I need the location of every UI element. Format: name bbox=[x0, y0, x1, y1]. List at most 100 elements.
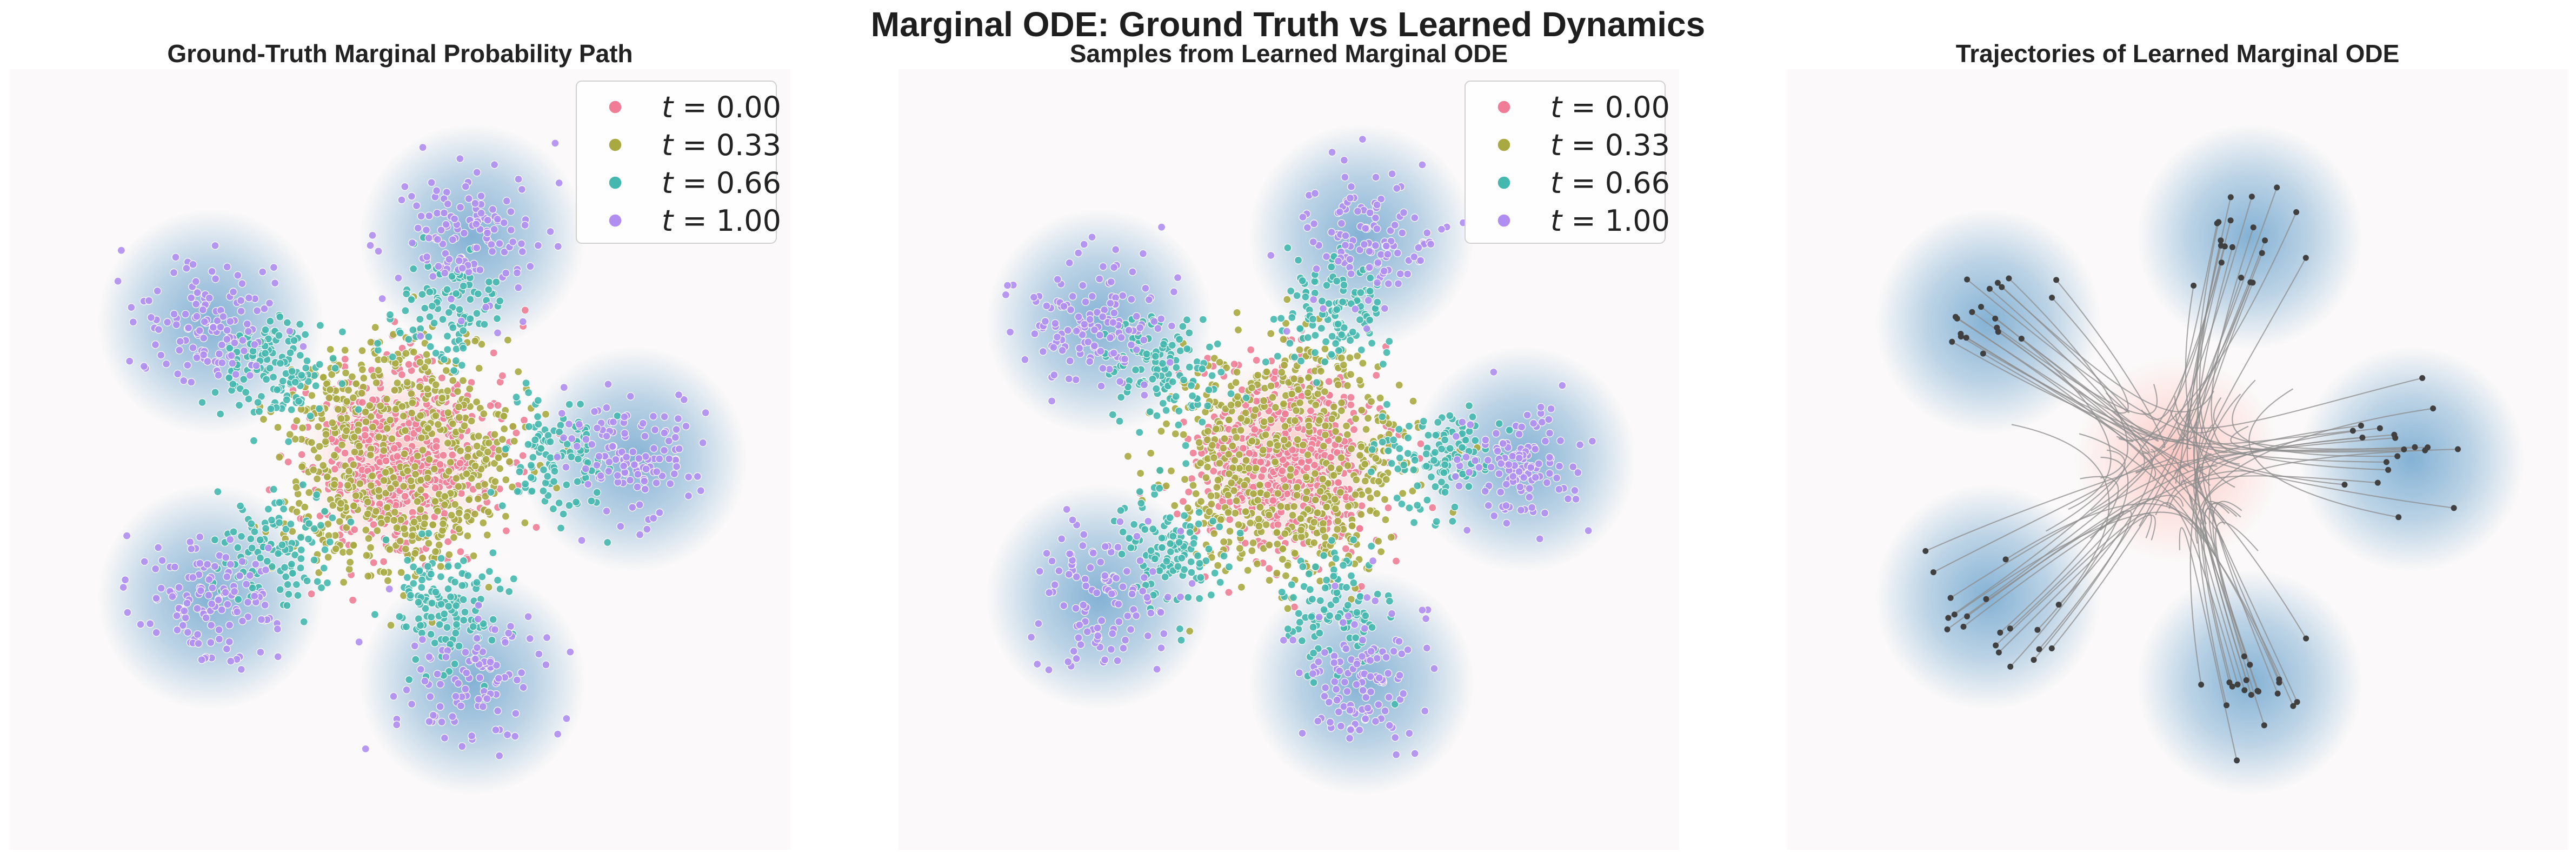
data-point bbox=[1295, 618, 1304, 626]
data-point bbox=[1367, 647, 1375, 656]
data-point bbox=[1496, 459, 1506, 468]
data-point bbox=[1499, 439, 1507, 448]
data-point bbox=[409, 348, 418, 356]
data-point bbox=[460, 229, 469, 237]
data-point bbox=[674, 414, 683, 423]
data-point bbox=[1279, 399, 1288, 408]
data-point bbox=[452, 601, 461, 610]
trajectory-endpoint bbox=[2250, 224, 2257, 231]
data-point bbox=[1044, 665, 1053, 674]
data-point bbox=[199, 350, 208, 359]
data-point bbox=[559, 434, 568, 442]
data-point bbox=[1378, 412, 1387, 421]
data-point bbox=[446, 458, 455, 466]
data-point bbox=[1231, 509, 1240, 517]
data-point bbox=[1119, 291, 1127, 300]
data-point bbox=[481, 480, 489, 489]
data-point bbox=[567, 452, 576, 461]
data-point bbox=[441, 492, 449, 501]
data-point bbox=[1213, 483, 1221, 492]
data-point bbox=[498, 435, 507, 444]
data-point bbox=[453, 387, 462, 396]
trajectory-endpoint bbox=[2055, 602, 2062, 608]
data-point bbox=[1410, 749, 1419, 758]
data-point bbox=[454, 562, 462, 570]
data-point bbox=[1224, 469, 1234, 478]
data-point bbox=[1140, 336, 1148, 344]
data-point bbox=[191, 277, 200, 286]
data-point bbox=[1208, 517, 1217, 525]
data-point bbox=[302, 364, 310, 372]
data-point bbox=[1333, 525, 1342, 534]
data-point bbox=[1525, 484, 1534, 493]
data-point bbox=[290, 550, 299, 559]
data-point bbox=[418, 446, 427, 455]
data-point bbox=[1292, 406, 1301, 415]
data-point bbox=[1001, 290, 1010, 299]
data-point bbox=[1322, 252, 1331, 261]
data-point bbox=[426, 342, 435, 351]
data-point bbox=[444, 584, 452, 594]
trajectory-endpoint bbox=[1964, 613, 1971, 619]
data-point bbox=[1426, 240, 1435, 249]
data-point bbox=[1195, 594, 1204, 603]
trajectory-endpoint bbox=[2191, 282, 2197, 289]
data-point bbox=[1355, 315, 1364, 324]
data-point bbox=[1314, 389, 1322, 398]
trajectory-line bbox=[2175, 413, 2345, 485]
data-point bbox=[1110, 309, 1119, 317]
data-point bbox=[193, 604, 202, 613]
data-point bbox=[437, 226, 445, 235]
data-point bbox=[309, 465, 318, 474]
data-point bbox=[362, 417, 370, 426]
data-point bbox=[696, 486, 705, 495]
trajectory-line bbox=[1998, 331, 2150, 454]
data-point bbox=[565, 400, 574, 409]
data-point bbox=[1099, 262, 1108, 271]
data-point bbox=[275, 498, 284, 507]
data-point bbox=[192, 312, 201, 321]
data-point bbox=[559, 510, 568, 518]
data-point bbox=[1203, 436, 1212, 444]
trajectory-line bbox=[2051, 297, 2129, 414]
data-point bbox=[1306, 585, 1314, 594]
data-point bbox=[326, 345, 335, 354]
data-point bbox=[1481, 436, 1490, 444]
data-point bbox=[582, 435, 590, 444]
data-point bbox=[215, 635, 224, 643]
data-point bbox=[1241, 409, 1250, 417]
data-point bbox=[449, 366, 458, 375]
data-point bbox=[555, 178, 563, 188]
data-point bbox=[527, 473, 536, 482]
data-point bbox=[1322, 576, 1331, 584]
data-point bbox=[1515, 454, 1523, 463]
data-point bbox=[383, 503, 391, 512]
data-point bbox=[1224, 563, 1234, 571]
data-point bbox=[588, 440, 596, 449]
data-point bbox=[462, 669, 471, 677]
data-point bbox=[196, 532, 204, 542]
data-point bbox=[266, 317, 275, 325]
data-point bbox=[1452, 432, 1461, 441]
data-point bbox=[1321, 337, 1330, 346]
data-point bbox=[605, 458, 614, 466]
data-point bbox=[172, 321, 181, 329]
data-point bbox=[1310, 518, 1319, 526]
data-point bbox=[1095, 275, 1104, 283]
data-point bbox=[480, 320, 489, 329]
data-point bbox=[1214, 561, 1222, 570]
data-point bbox=[349, 460, 358, 469]
data-point bbox=[1392, 750, 1401, 759]
data-point bbox=[1295, 398, 1304, 407]
data-point bbox=[187, 294, 196, 302]
data-point bbox=[432, 209, 442, 217]
data-point bbox=[1168, 341, 1176, 350]
data-point bbox=[1361, 611, 1370, 620]
data-point bbox=[243, 598, 252, 606]
data-point bbox=[465, 384, 474, 393]
trajectory-endpoint bbox=[2359, 435, 2366, 441]
data-point bbox=[1256, 503, 1264, 511]
data-point bbox=[672, 462, 681, 471]
data-point bbox=[1304, 570, 1313, 578]
data-point bbox=[1214, 476, 1222, 484]
